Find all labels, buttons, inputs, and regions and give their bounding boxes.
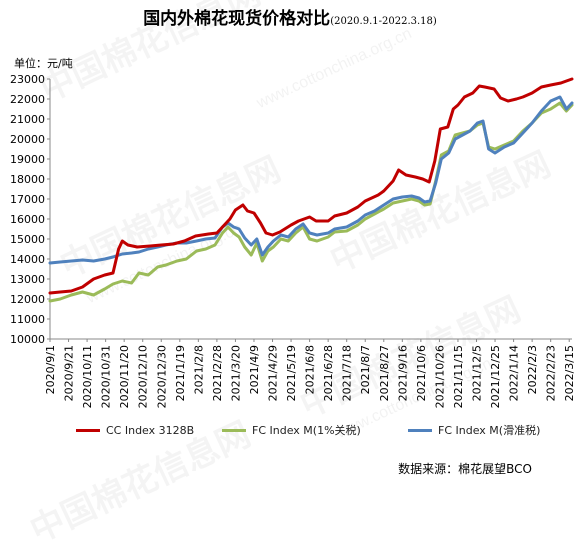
y-tick-label: 13000 xyxy=(10,273,45,286)
x-tick-label: 2021/2/8 xyxy=(192,345,205,394)
x-tick-label: 2021/4/9 xyxy=(248,345,261,394)
series-line-fc1 xyxy=(48,101,574,303)
y-tick-label: 16000 xyxy=(10,213,45,226)
y-tick-label: 21000 xyxy=(10,113,45,126)
legend-item-cc: CC Index 3128B xyxy=(76,420,194,440)
x-tick-label: 2020/10/31 xyxy=(100,345,113,408)
x-tick-label: 2022/1/14 xyxy=(508,345,521,401)
x-tick-label: 2020/9/1 xyxy=(44,345,57,394)
x-tick-label: 2021/6/28 xyxy=(322,345,335,401)
series-line-fcs xyxy=(48,95,574,265)
legend-item-fc1: FC Index M(1%关税) xyxy=(222,420,361,440)
x-tick-label: 2021/6/8 xyxy=(304,345,317,394)
y-tick-label: 20000 xyxy=(10,133,45,146)
x-tick-label: 2020/12/30 xyxy=(155,345,168,408)
x-tick-label: 2021/7/18 xyxy=(341,345,354,401)
legend-label-cc: CC Index 3128B xyxy=(106,423,195,437)
legend-item-fcs: FC Index M(滑准税) xyxy=(408,420,540,440)
series-line-cc xyxy=(48,77,574,295)
x-tick-label: 2021/4/29 xyxy=(267,345,280,401)
legend-label-fc1: FC Index M(1%关税) xyxy=(252,424,361,437)
x-tick-label: 2021/11/15 xyxy=(452,345,465,408)
legend-swatch-fc1 xyxy=(222,428,246,432)
unit-label: 单位：元/吨 xyxy=(14,57,73,70)
x-tick-label: 2021/9/16 xyxy=(396,345,409,401)
x-tick-label: 2021/1/19 xyxy=(174,345,187,401)
x-tick-label: 2020/11/20 xyxy=(118,345,131,408)
x-tick-label: 2022/2/23 xyxy=(545,345,558,401)
x-tick-label: 2021/12/25 xyxy=(489,345,502,408)
chart-header: 国内外棉花现货价格对比(2020.9.1-2022.3.18) xyxy=(0,4,580,29)
x-tick-label: 2021/10/6 xyxy=(415,345,428,401)
y-tick-label: 15000 xyxy=(10,233,45,246)
y-tick-label: 12000 xyxy=(10,293,45,306)
chart-plot: 10000 11000 12000 13000 14000 15000 16000 17000… xyxy=(10,73,576,408)
y-tick-label: 11000 xyxy=(10,313,45,326)
x-tick-label: 2022/2/3 xyxy=(526,345,539,394)
chart-title: 国内外棉花现货价格对比 xyxy=(143,9,331,29)
y-tick-label: 23000 xyxy=(10,73,45,86)
legend-swatch-cc xyxy=(76,428,100,432)
y-tick-label: 22000 xyxy=(10,93,45,106)
data-source: 数据来源：棉花展望BCO xyxy=(398,462,532,476)
x-tick-label: 2020/12/10 xyxy=(137,345,150,408)
y-tick-label: 10000 xyxy=(10,333,45,346)
y-tick-label: 19000 xyxy=(10,153,45,166)
x-tick-label: 2021/5/19 xyxy=(285,345,298,401)
y-tick-label: 18000 xyxy=(10,173,45,186)
x-tick-label: 2020/9/21 xyxy=(63,345,76,401)
x-tick-label: 2021/12/5 xyxy=(471,345,484,401)
y-tick-label: 17000 xyxy=(10,193,45,206)
x-tick-label: 2021/10/26 xyxy=(433,345,446,408)
x-tick-label: 2021/8/7 xyxy=(359,345,372,394)
x-tick-label: 2021/2/28 xyxy=(211,345,224,401)
x-tick-label: 2021/8/27 xyxy=(378,345,391,401)
legend-swatch-fcs xyxy=(408,428,432,432)
x-tick-label: 2020/10/11 xyxy=(81,345,94,408)
x-tick-label: 2021/3/20 xyxy=(229,345,242,401)
y-tick-label: 14000 xyxy=(10,253,45,266)
chart-subtitle: (2020.9.1-2022.3.18) xyxy=(330,16,437,27)
legend-label-fcs: FC Index M(滑准税) xyxy=(438,424,541,437)
x-tick-label: 2022/3/15 xyxy=(563,345,576,401)
